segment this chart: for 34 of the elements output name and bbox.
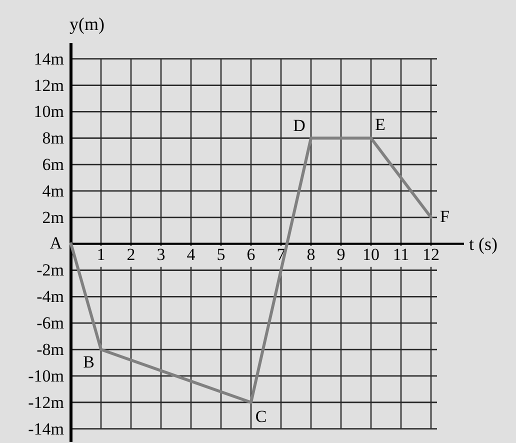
y-tick-label: -6m xyxy=(36,314,64,333)
annotation: E xyxy=(375,115,386,134)
x-tick-label: 5 xyxy=(216,244,226,264)
x-tick-label: 2 xyxy=(126,244,136,264)
x-tick-label: 7 xyxy=(276,244,286,264)
y-tick-label: 14m xyxy=(34,49,64,68)
annotation: F xyxy=(440,206,450,226)
y-tick-label: 6m xyxy=(42,155,64,174)
annotation: B xyxy=(83,352,94,372)
x-tick-label: 8 xyxy=(306,244,316,264)
y-tick-label: 8m xyxy=(42,128,64,148)
y-tick-label: -4m xyxy=(36,287,64,306)
annotation: D xyxy=(293,116,306,136)
x-tick-label: 11 xyxy=(392,244,410,264)
y-tick-label: -2m xyxy=(36,260,64,280)
annotation: A xyxy=(50,232,63,252)
y-tick-label: 12m xyxy=(34,76,64,95)
y-tick-label: 4m xyxy=(42,181,64,200)
y-tick-label: -14m xyxy=(28,419,64,438)
y-axis-title: y(m) xyxy=(70,14,104,34)
y-tick-label: 2m xyxy=(42,208,64,227)
y-tick-label: 10m xyxy=(34,102,64,122)
x-axis-title: t (s) xyxy=(469,234,498,254)
x-tick-label: 3 xyxy=(156,244,166,264)
y-tick-label: -8m xyxy=(36,340,64,360)
y-tick-label: -12m xyxy=(28,392,64,412)
x-tick-label: 6 xyxy=(246,244,256,264)
annotation: C xyxy=(255,407,267,426)
x-tick-label: 4 xyxy=(186,244,196,264)
x-tick-label: 1 xyxy=(96,244,106,264)
x-tick-label: 10 xyxy=(362,244,380,264)
x-tick-label: 12 xyxy=(422,244,440,264)
x-tick-label: 9 xyxy=(336,244,346,264)
y-tick-label: -10m xyxy=(28,366,64,386)
